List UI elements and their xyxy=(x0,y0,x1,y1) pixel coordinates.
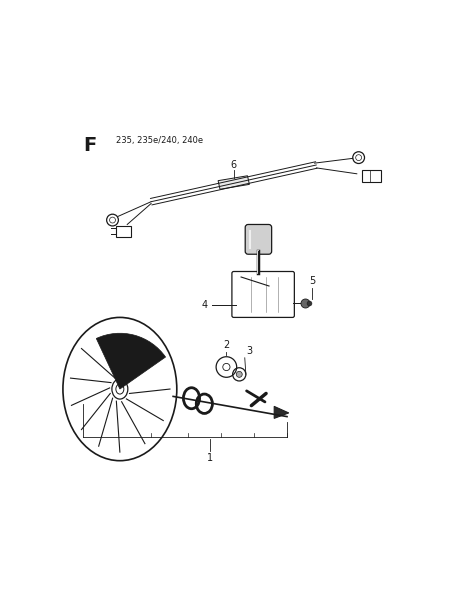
Text: 6: 6 xyxy=(231,160,237,169)
Wedge shape xyxy=(96,333,165,389)
Polygon shape xyxy=(218,176,249,189)
Text: 1: 1 xyxy=(207,453,213,464)
Text: 235, 235e/240, 240e: 235, 235e/240, 240e xyxy=(116,136,203,144)
Circle shape xyxy=(236,371,242,378)
FancyBboxPatch shape xyxy=(116,225,131,236)
Text: 3: 3 xyxy=(246,346,253,356)
FancyBboxPatch shape xyxy=(245,225,272,254)
Polygon shape xyxy=(274,406,289,418)
Text: F: F xyxy=(83,136,96,155)
Text: 2: 2 xyxy=(223,341,229,351)
FancyBboxPatch shape xyxy=(362,170,381,182)
Text: 4: 4 xyxy=(202,300,208,310)
FancyBboxPatch shape xyxy=(232,271,294,317)
Text: 5: 5 xyxy=(309,276,315,286)
